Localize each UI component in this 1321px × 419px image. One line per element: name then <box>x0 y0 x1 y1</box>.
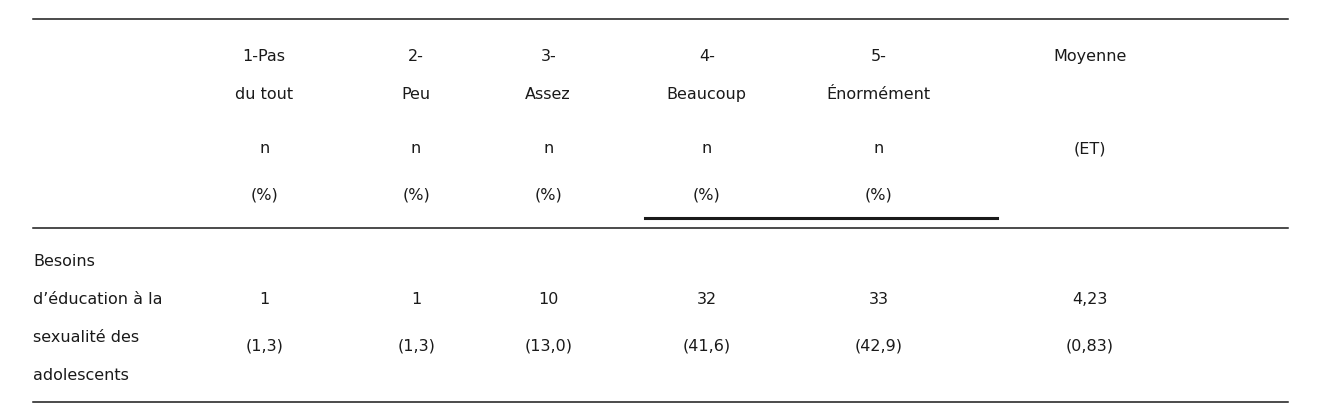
Text: Moyenne: Moyenne <box>1053 49 1127 64</box>
Text: n: n <box>411 141 421 156</box>
Text: 4,23: 4,23 <box>1073 292 1107 307</box>
Text: du tout: du tout <box>235 87 293 102</box>
Text: Assez: Assez <box>526 87 571 102</box>
Text: (0,83): (0,83) <box>1066 338 1114 353</box>
Text: (42,9): (42,9) <box>855 338 902 353</box>
Text: 4-: 4- <box>699 49 715 64</box>
Text: (%): (%) <box>692 187 721 202</box>
Text: n: n <box>873 141 884 156</box>
Text: (ET): (ET) <box>1074 141 1106 156</box>
Text: (%): (%) <box>402 187 431 202</box>
Text: (41,6): (41,6) <box>683 338 731 353</box>
Text: (%): (%) <box>534 187 563 202</box>
Text: 1-Pas: 1-Pas <box>243 49 285 64</box>
Text: sexualité des: sexualité des <box>33 330 139 345</box>
Text: (1,3): (1,3) <box>398 338 435 353</box>
Text: adolescents: adolescents <box>33 367 129 383</box>
Text: Besoins: Besoins <box>33 254 95 269</box>
Text: 33: 33 <box>868 292 889 307</box>
Text: Énormément: Énormément <box>827 87 930 102</box>
Text: 3-: 3- <box>540 49 556 64</box>
Text: 2-: 2- <box>408 49 424 64</box>
Text: (13,0): (13,0) <box>524 338 572 353</box>
Text: 1: 1 <box>411 292 421 307</box>
Text: 5-: 5- <box>871 49 886 64</box>
Text: n: n <box>259 141 269 156</box>
Text: n: n <box>543 141 553 156</box>
Text: 10: 10 <box>538 292 559 307</box>
Text: n: n <box>701 141 712 156</box>
Text: (1,3): (1,3) <box>246 338 283 353</box>
Text: (%): (%) <box>864 187 893 202</box>
Text: Peu: Peu <box>402 87 431 102</box>
Text: 1: 1 <box>259 292 269 307</box>
Text: Beaucoup: Beaucoup <box>667 87 746 102</box>
Text: 32: 32 <box>696 292 717 307</box>
Text: d’éducation à la: d’éducation à la <box>33 292 162 307</box>
Text: (%): (%) <box>250 187 279 202</box>
